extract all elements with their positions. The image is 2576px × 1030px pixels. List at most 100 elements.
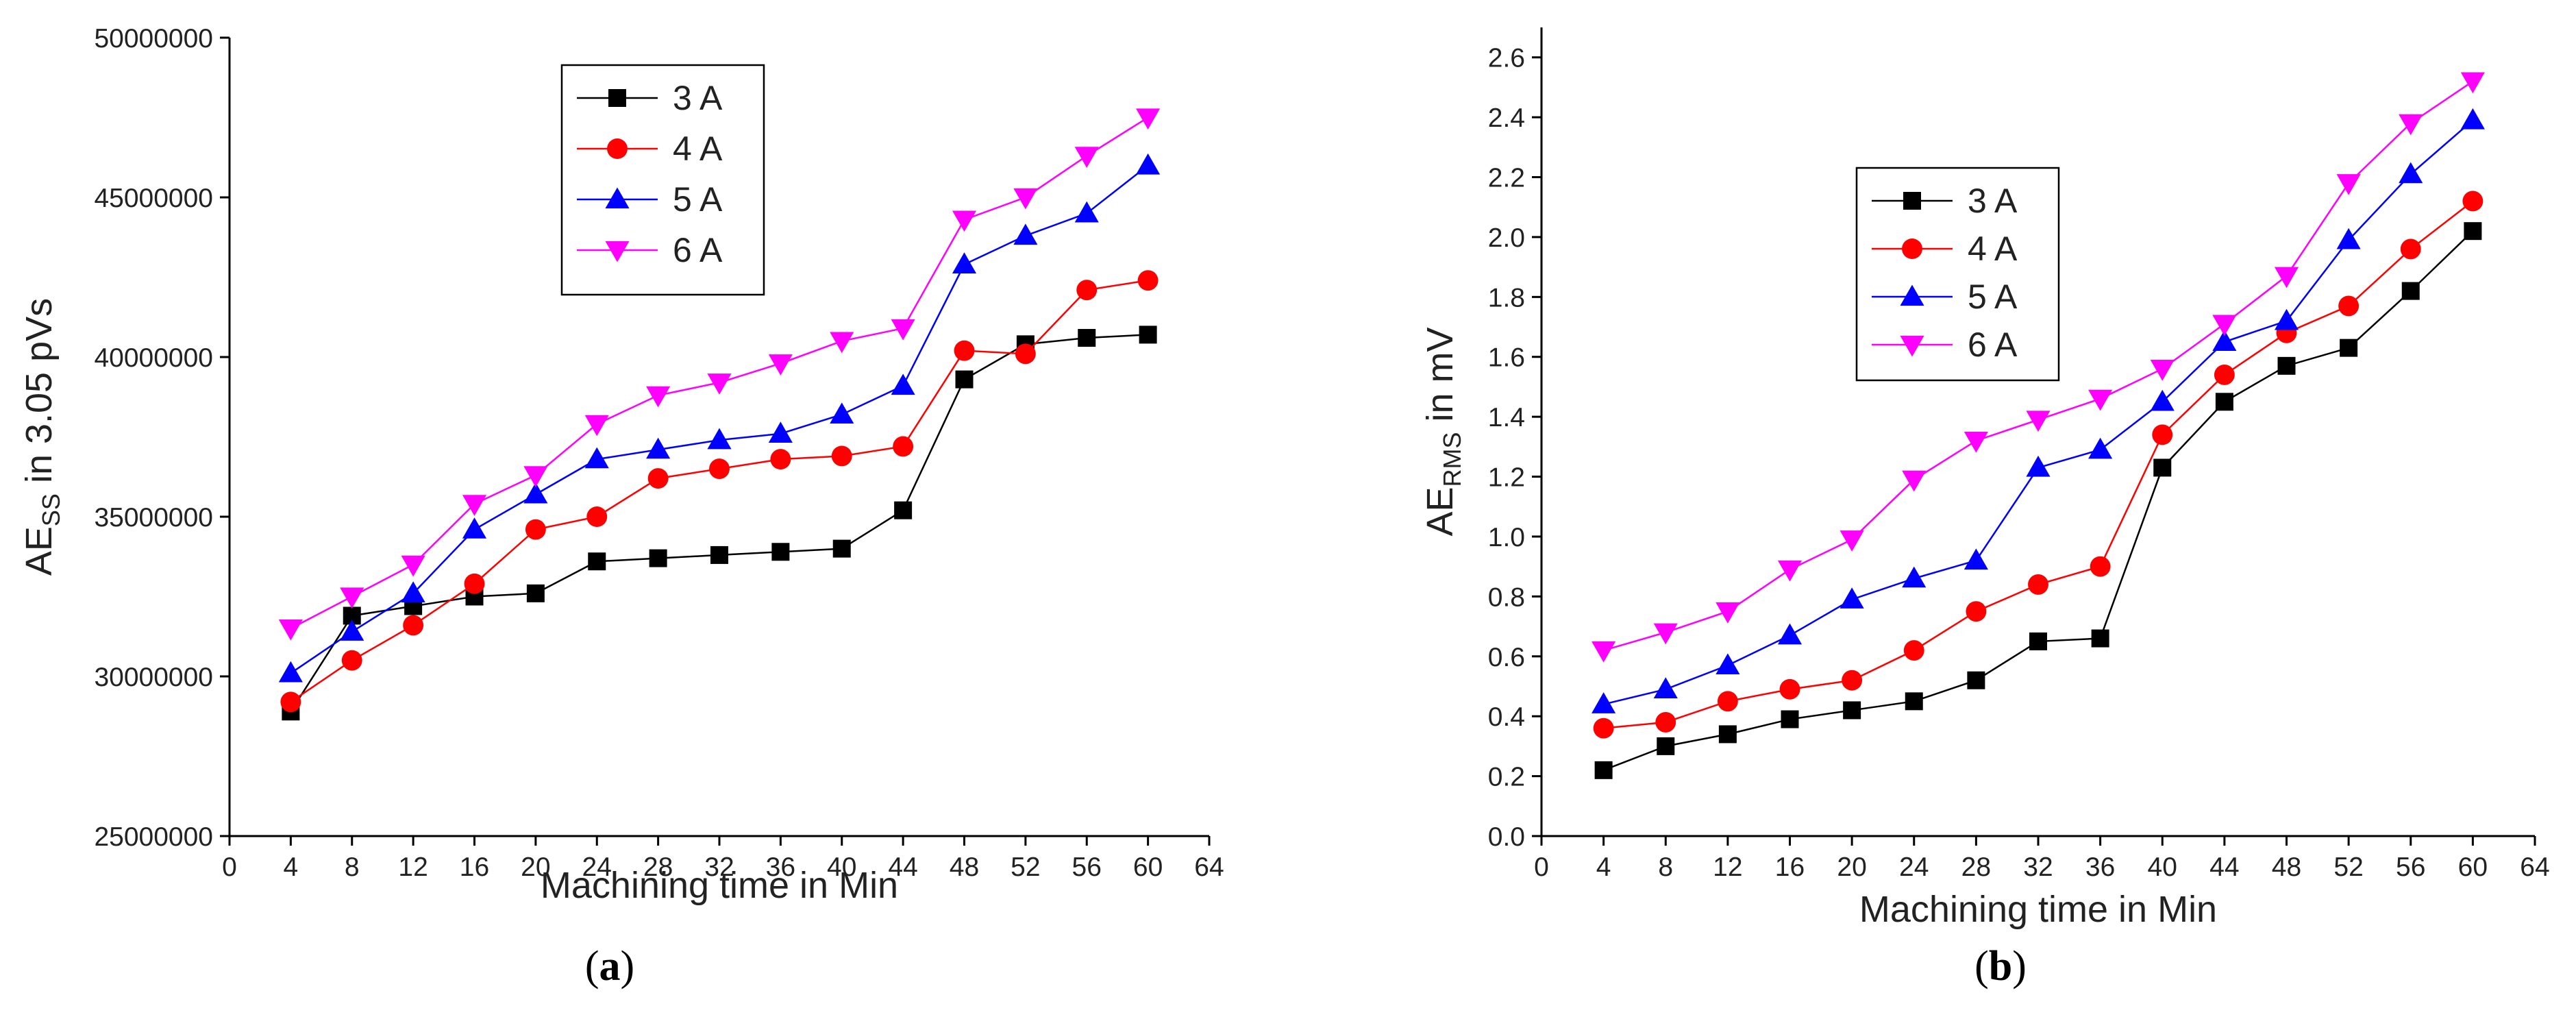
data-point — [2088, 437, 2113, 459]
data-point — [1718, 725, 1737, 744]
data-point — [2399, 162, 2423, 184]
data-point — [588, 552, 606, 571]
data-point — [403, 615, 424, 636]
data-point — [2091, 629, 2109, 648]
data-point — [340, 620, 364, 641]
x-tick-label: 16 — [460, 853, 489, 882]
legend-marker — [1900, 284, 1924, 306]
data-point — [1716, 653, 1740, 675]
y-axis-title-unit: in 3.05 pVs — [18, 298, 60, 493]
y-axis-title-main: AE — [18, 526, 60, 576]
x-tick-label: 12 — [1713, 853, 1742, 882]
legend-label: 3 A — [673, 79, 723, 117]
legend-box — [560, 64, 765, 296]
data-point — [1653, 623, 1678, 645]
data-point — [2340, 339, 2358, 357]
legend-marker — [1900, 335, 1924, 357]
data-point — [1964, 431, 1988, 453]
legend-box — [1855, 167, 2060, 382]
x-tick-label: 4 — [284, 853, 299, 882]
x-tick-label: 60 — [2458, 853, 2488, 882]
x-tick-label: 8 — [345, 853, 360, 882]
x-tick-label: 20 — [521, 853, 550, 882]
x-tick-label: 52 — [1011, 853, 1040, 882]
data-point — [462, 517, 487, 539]
data-point — [1840, 530, 1864, 552]
x-tick-label: 48 — [2272, 853, 2301, 882]
data-point — [649, 549, 667, 567]
x-tick-label: 44 — [2209, 853, 2239, 882]
data-point — [1716, 602, 1740, 624]
panel-caption: (b) — [1974, 943, 2027, 990]
legend-marker — [1902, 238, 1922, 259]
y-tick-label: 2.6 — [1488, 44, 1525, 73]
data-point — [464, 573, 485, 594]
data-point — [646, 437, 671, 459]
x-tick-label: 16 — [1775, 853, 1805, 882]
x-tick-label: 40 — [2148, 853, 2177, 882]
data-point — [2212, 330, 2237, 352]
y-axis-title-subscript: RMS — [1438, 432, 1466, 487]
data-point — [891, 319, 915, 341]
x-tick-label: 44 — [888, 853, 917, 882]
caption-close-paren: ) — [2012, 943, 2027, 990]
series-4a — [280, 270, 1159, 713]
y-tick-label: 1.2 — [1488, 463, 1525, 493]
x-tick-label: 24 — [582, 853, 612, 882]
x-tick-label: 12 — [398, 853, 428, 882]
x-tick-label: 0 — [1534, 853, 1549, 882]
x-tick-label: 36 — [766, 853, 795, 882]
x-tick-label: 56 — [1072, 853, 1102, 882]
data-point — [1657, 737, 1675, 755]
x-axis-title: Machining time in Min — [541, 865, 898, 906]
data-point — [1966, 601, 1987, 622]
data-point — [771, 543, 790, 561]
data-point — [1136, 153, 1161, 175]
y-axis-title-main: AE — [1420, 487, 1461, 537]
y-tick-label: 25000000 — [94, 822, 213, 852]
data-point — [2460, 72, 2485, 94]
series-6a — [278, 108, 1161, 641]
y-tick-label: 0.8 — [1488, 583, 1525, 612]
data-point — [278, 661, 303, 683]
data-point — [1013, 188, 1038, 210]
x-tick-label: 52 — [2333, 853, 2363, 882]
y-axis-title: AERMS in mV — [1420, 327, 1466, 536]
series-6a — [1592, 72, 2485, 663]
y-tick-label: 2.2 — [1488, 164, 1525, 193]
data-point — [710, 545, 728, 564]
data-point — [280, 691, 301, 713]
data-point — [341, 650, 362, 671]
data-point — [462, 495, 487, 516]
y-tick-label: 45000000 — [94, 184, 213, 213]
data-point — [1777, 560, 1803, 582]
data-point — [770, 449, 791, 470]
caption-letter: a — [599, 943, 621, 990]
chart-panel-a: 0 4 8 12 16 20 24 28 32 36 40 44 48 52 56 60 64250000003… — [18, 24, 1224, 990]
x-axis-title: Machining time in Min — [1859, 889, 2217, 930]
data-point — [1777, 623, 1803, 645]
data-point — [1137, 270, 1159, 291]
data-point — [526, 584, 545, 602]
data-point — [586, 506, 608, 527]
data-point — [2152, 424, 2173, 445]
x-tick-label: 20 — [1837, 853, 1866, 882]
data-point — [2336, 228, 2361, 249]
data-point — [2150, 360, 2175, 381]
y-tick-label: 0.6 — [1488, 643, 1525, 672]
legend-label: 5 A — [1968, 278, 2018, 316]
data-point — [584, 447, 609, 469]
data-point — [525, 519, 546, 540]
data-point — [1015, 343, 1036, 365]
y-tick-label: 0.0 — [1488, 822, 1525, 852]
series-5a — [1592, 108, 2485, 713]
data-point — [2090, 556, 2111, 577]
x-tick-label: 8 — [1658, 853, 1673, 882]
data-point — [1840, 587, 1864, 609]
x-tick-label: 64 — [1194, 853, 1224, 882]
caption-letter: b — [1989, 943, 2012, 990]
data-point — [2400, 238, 2421, 260]
data-point — [2153, 458, 2172, 477]
x-tick-label: 4 — [1596, 853, 1611, 882]
y-tick-label: 0.2 — [1488, 763, 1525, 792]
